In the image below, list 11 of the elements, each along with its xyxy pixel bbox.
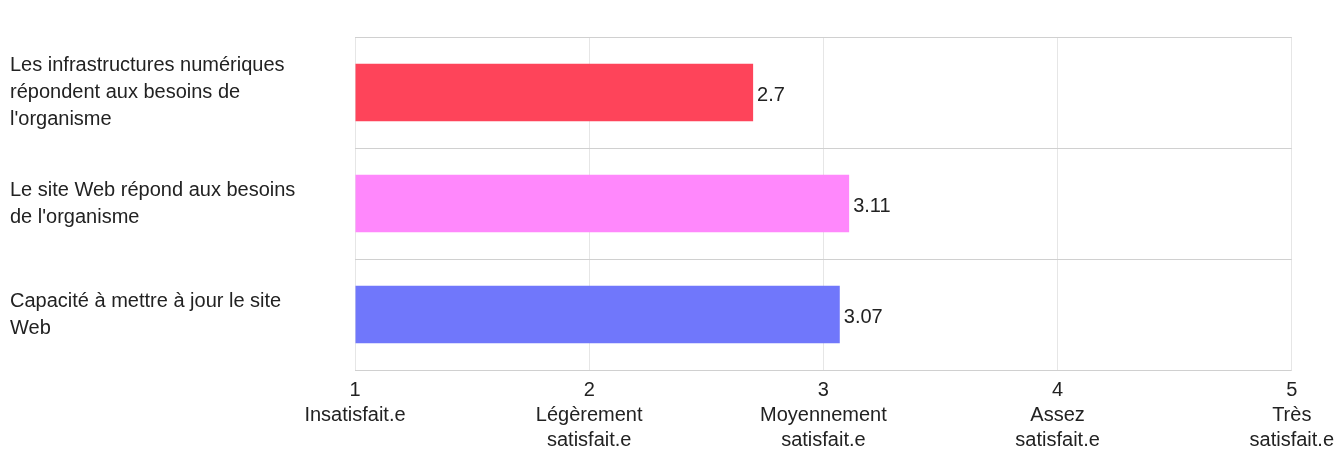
y-tick-label: Capacité à mettre à jour le site Web [10, 288, 282, 338]
x-tick-label: 4 Assez satisfait.e [1015, 378, 1100, 451]
data-label: 3.07 [843, 305, 883, 328]
y-tick-label: Les infrastructures numériques répondent aux besoins de l'organisme [10, 53, 285, 130]
x-tick-label: 1 Insatisfait.e [304, 378, 406, 426]
data-label: 2.7 [757, 83, 785, 106]
data-label: 3.11 [853, 194, 891, 217]
x-tick-label: 2 Légèrement satisfait.e [535, 378, 643, 451]
y-tick-label: Le site Web répond aux besoins de l'organisme [10, 177, 296, 227]
x-tick-label: 5 Très satisfait.e [1249, 378, 1334, 451]
x-tick-label: 3 Moyennement satisfait.e [760, 378, 888, 451]
